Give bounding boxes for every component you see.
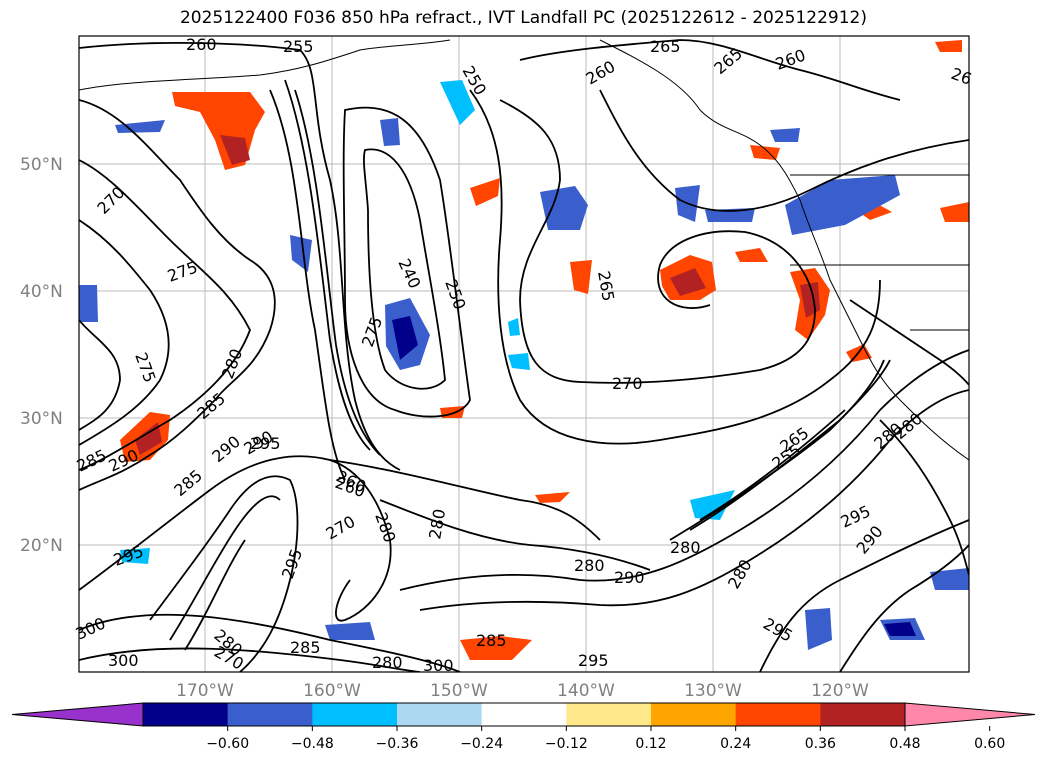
colorbar-tick-label: −0.12: [545, 736, 588, 752]
colorbar-segment: [312, 703, 398, 726]
contour-label: 290: [614, 568, 645, 587]
colorbar-tick-label: 0.48: [889, 736, 920, 752]
colorbar-extend-high: [904, 702, 1036, 727]
colorbar-tick-label: 0.12: [635, 736, 666, 752]
longitude-labels: 170°W 160°W 150°W 140°W 130°W 120°W: [176, 681, 869, 701]
colorbar-frame: [142, 702, 906, 727]
colorbar-tick-label: 0.24: [720, 736, 751, 752]
colorbar-segment: [397, 703, 483, 726]
lat-label: 50°N: [20, 155, 63, 175]
contour-label: 295: [250, 434, 281, 453]
lat-label: 20°N: [20, 536, 63, 556]
contour-label: 270: [612, 374, 643, 393]
contour-label: 300: [423, 656, 454, 675]
lon-label: 130°W: [684, 681, 742, 701]
latitude-labels: 50°N 40°N 30°N 20°N: [20, 155, 63, 556]
colorbar-segment: [566, 703, 652, 726]
colorbar: −0.60 −0.48 −0.36 −0.24 −0.12 0.12 0.24 0.36 0.4…: [11, 702, 1036, 752]
colorbar-segment: [651, 703, 737, 726]
colorbar-tick-label: 0.60: [974, 736, 1005, 752]
lon-label: 120°W: [811, 681, 869, 701]
coastlines: [79, 39, 969, 461]
colorbar-segments: [11, 702, 1036, 727]
lon-label: 170°W: [176, 681, 234, 701]
contour-label: 265: [650, 37, 681, 56]
contour-label: 280: [670, 538, 701, 557]
lon-label: 160°W: [303, 681, 361, 701]
contour-lines: [79, 39, 969, 672]
contour-label: 255: [283, 37, 314, 56]
contour-label: 285: [290, 638, 321, 657]
colorbar-tick-label: −0.48: [291, 736, 334, 752]
colorbar-segment: [820, 703, 906, 726]
contour-label: 260: [186, 35, 217, 54]
positive-anomaly-patches: [120, 40, 969, 660]
colorbar-segment: [735, 703, 821, 726]
map-title: 2025122400 F036 850 hPa refract., IVT La…: [179, 8, 867, 28]
colorbar-ticks: −0.60 −0.48 −0.36 −0.24 −0.12 0.12 0.24 0.36 0.4…: [206, 726, 1005, 752]
contour-label: 280: [372, 653, 403, 672]
lat-label: 40°N: [20, 282, 63, 302]
colorbar-tick-label: −0.60: [206, 736, 249, 752]
colorbar-tick-label: −0.36: [376, 736, 419, 752]
contour-label: 300: [108, 651, 139, 670]
colorbar-segment: [143, 703, 229, 726]
contour-label: 280: [574, 556, 605, 575]
colorbar-segment: [481, 703, 567, 726]
lon-label: 140°W: [557, 681, 615, 701]
colorbar-tick-label: 0.36: [805, 736, 836, 752]
plot-frame: [78, 35, 970, 673]
negative-anomaly-patches: [79, 80, 969, 650]
contour-label: 295: [578, 651, 609, 670]
colorbar-segment: [227, 703, 313, 726]
lon-label: 150°W: [430, 681, 488, 701]
contour-label: 285: [476, 631, 507, 650]
colorbar-extend-low: [11, 702, 144, 727]
lat-label: 30°N: [20, 409, 63, 429]
colorbar-tick-label: −0.24: [460, 736, 503, 752]
